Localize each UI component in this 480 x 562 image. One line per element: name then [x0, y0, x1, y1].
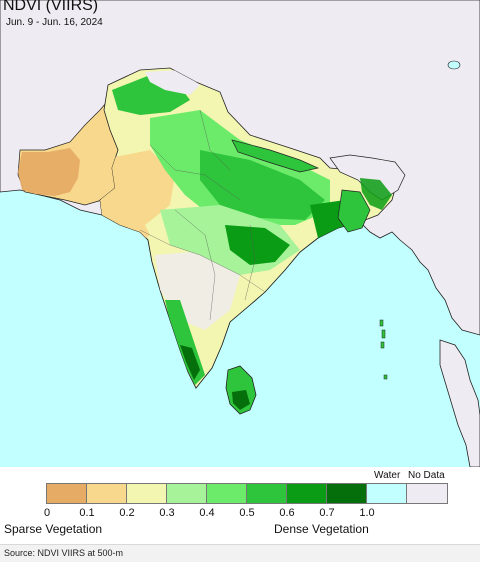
legend-swatch [247, 484, 287, 503]
region-nepal [231, 139, 320, 173]
andaman-islands [379, 319, 388, 380]
admin-boundaries [139, 109, 266, 321]
land-east [439, 339, 480, 467]
region-bangladesh [337, 189, 371, 233]
ndvi-map [0, 0, 480, 467]
map-title: NDVI (VIIRS) [3, 0, 99, 14]
legend-swatch [87, 484, 127, 503]
legend-dense-label: Dense Vegetation [274, 522, 369, 536]
legend-tick-label: 0.7 [319, 507, 335, 519]
region-gangetic-dense [200, 150, 325, 220]
legend-swatch [47, 484, 87, 503]
legend-tick-label: 0.5 [239, 507, 255, 519]
legend-swatch [407, 484, 447, 503]
legend-tick-label: 0.2 [119, 507, 135, 519]
legend-swatch [287, 484, 327, 503]
region-sri-lanka-dense [232, 390, 250, 410]
region-northeast-green [360, 178, 392, 210]
legend-tick-label: 0 [43, 507, 51, 519]
source-bar: Source: NDVI VIIRS at 500-m [0, 544, 480, 562]
legend-color-bar [46, 483, 448, 504]
tibet-lake [447, 60, 461, 70]
date-range: Jun. 9 - Jun. 16, 2024 [6, 17, 103, 28]
legend-tick-label: 1.0 [359, 507, 375, 519]
region-kerala-dense [180, 345, 200, 380]
legend-swatch [127, 484, 167, 503]
legend-tick-label: 0.4 [199, 507, 215, 519]
legend-tick-label: 0.6 [279, 507, 295, 519]
legend-swatch [327, 484, 367, 503]
legend-sparse-label: Sparse Vegetation [4, 522, 103, 536]
legend-tick-label: 0.1 [79, 507, 95, 519]
region-balochistan-bare [18, 148, 80, 196]
legend-tick-label: 0.3 [159, 507, 175, 519]
source-credit: Source: NDVI VIIRS at 500-m [4, 548, 124, 558]
legend-nodata-label: No Data [408, 470, 445, 481]
legend-swatch [367, 484, 407, 503]
region-central-dense [225, 225, 290, 265]
legend-water-label: Water [374, 470, 401, 481]
legend-swatch [207, 484, 247, 503]
legend-swatch [167, 484, 207, 503]
